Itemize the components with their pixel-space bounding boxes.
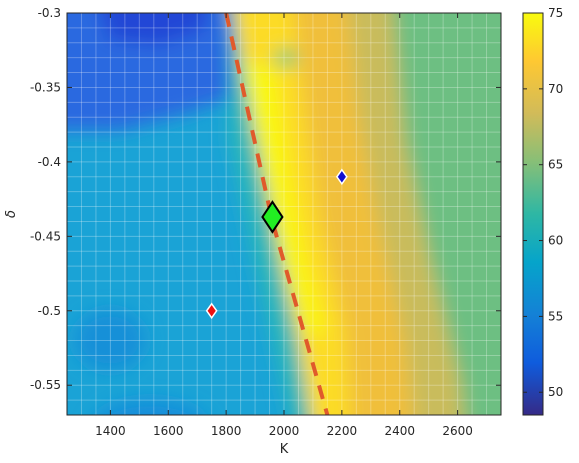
x-tick-label: 2600 xyxy=(442,424,473,438)
y-tick-label: -0.4 xyxy=(38,155,61,169)
x-tick-label: 1800 xyxy=(211,424,242,438)
colorbar-gradient xyxy=(523,13,543,415)
x-tick-label: 1600 xyxy=(153,424,184,438)
y-tick-label: -0.45 xyxy=(30,229,61,243)
x-axis-label: K xyxy=(280,442,289,457)
y-tick-label: -0.35 xyxy=(30,80,61,94)
colorbar-tick-label: 75 xyxy=(548,6,563,20)
dashed-boundary-line xyxy=(224,13,330,415)
x-tick-label: 1400 xyxy=(95,424,126,438)
colorbar-ticks: 50 55 60 65 70 75 xyxy=(523,6,563,399)
y-axis-ticks: -0.3 -0.35 -0.4 -0.45 -0.5 -0.55 xyxy=(30,6,501,392)
y-tick-label: -0.3 xyxy=(38,6,61,20)
plot-area xyxy=(67,13,501,415)
colorbar-frame xyxy=(522,12,544,416)
y-tick-label: -0.5 xyxy=(38,304,61,318)
x-tick-label: 2000 xyxy=(269,424,300,438)
diamond-marker xyxy=(205,302,218,320)
colorbar-tick-label: 60 xyxy=(548,234,563,248)
grid xyxy=(67,13,501,415)
x-axis-ticks: 1400 1600 1800 2000 2200 2400 2600 xyxy=(95,13,473,438)
colorbar-tick-label: 55 xyxy=(548,309,563,323)
x-tick-label: 2400 xyxy=(384,424,415,438)
colorbar-tick-label: 65 xyxy=(548,158,563,172)
diamond-marker xyxy=(261,200,284,234)
markers xyxy=(205,168,348,320)
y-axis-label: δ xyxy=(4,210,19,218)
colorbar-tick-label: 50 xyxy=(548,385,563,399)
diamond-marker xyxy=(335,168,348,186)
x-tick-label: 2200 xyxy=(327,424,358,438)
y-tick-label: -0.55 xyxy=(30,378,61,392)
colorbar-tick-label: 70 xyxy=(548,82,563,96)
